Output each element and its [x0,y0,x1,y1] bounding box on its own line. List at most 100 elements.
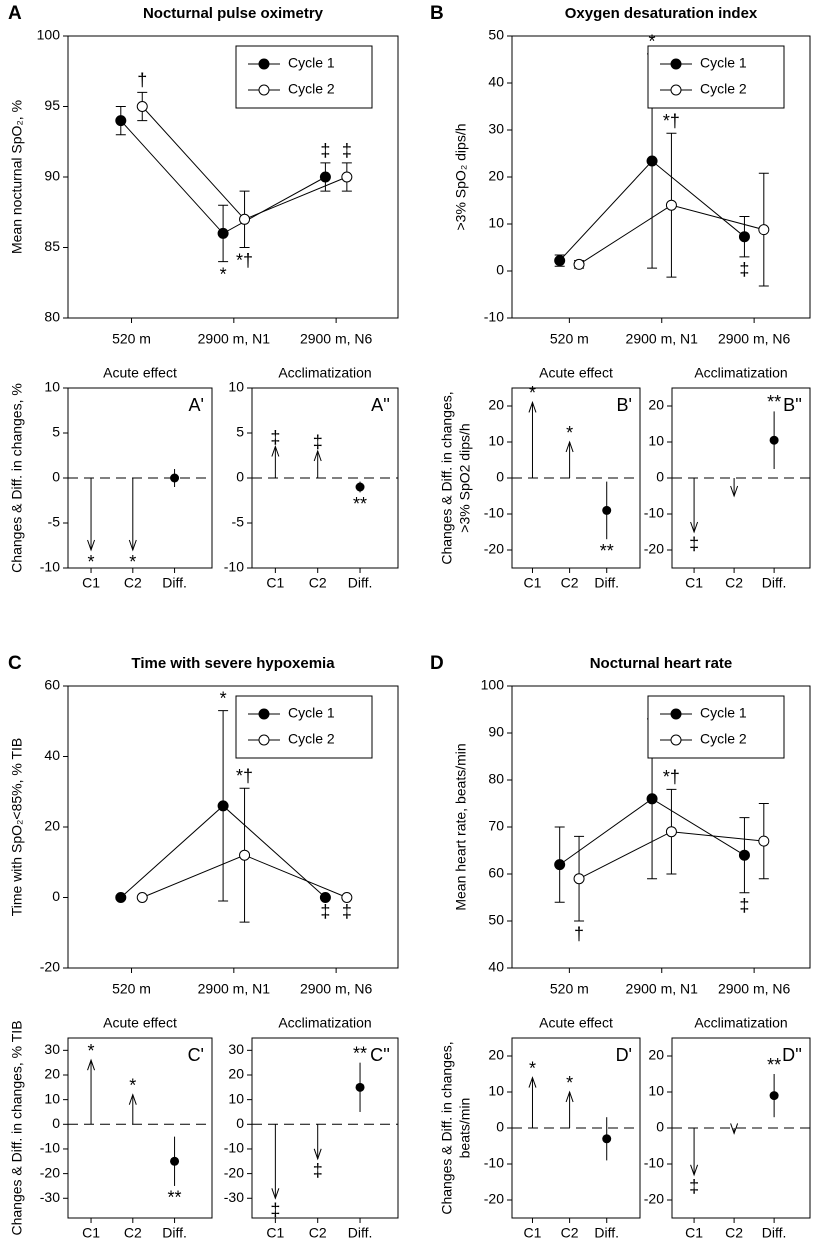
data-point [602,505,612,515]
data-point [115,892,127,903]
panel-title: Acclimatization [694,365,787,381]
x-tick-label: C1 [524,1225,542,1241]
x-tick-label: C1 [524,575,542,591]
point-annotation: † [574,924,584,944]
y-axis-label: Mean heart rate, beats/min [453,743,469,910]
point-annotation: * [566,1073,573,1093]
y-tick-label: 60 [488,865,504,881]
y-tick-label: -10 [484,1155,504,1171]
y-tick-label: 30 [228,1041,244,1057]
chart-title: Nocturnal heart rate [590,655,733,672]
y-tick-label: 10 [648,433,664,449]
y-tick-label: 0 [656,1119,664,1135]
y-tick-label: 0 [496,469,504,485]
data-point [554,859,566,871]
y-axis-label: Mean nocturnal SpO₂, % [9,100,25,254]
data-point [239,213,251,225]
y-tick-label: 0 [496,262,504,278]
y-tick-label: -20 [644,541,664,557]
arrow-head [528,400,537,413]
point-annotation: † [137,70,147,90]
point-annotation: ‡ [320,901,330,921]
y-tick-label: 10 [488,1083,504,1099]
legend-label: Cycle 2 [288,81,335,97]
x-tick-label: C1 [266,575,284,591]
y-tick-label: 20 [648,1047,664,1063]
y-tick-label: 10 [228,379,244,395]
legend-label: Cycle 1 [288,705,335,721]
y-tick-label: 40 [488,959,504,975]
legend-box [647,695,785,759]
x-tick-label: C1 [685,575,703,591]
x-tick-label: Diff. [762,1225,787,1241]
y-tick-label: 50 [488,912,504,928]
panel-title: Acute effect [539,1015,613,1031]
point-annotation: * [220,264,227,284]
x-tick-label: 2900 m, N6 [718,331,791,347]
y-tick-label: 20 [488,168,504,184]
legend-marker [670,708,682,720]
y-tick-label: 20 [44,1066,60,1082]
data-point [758,835,770,847]
panel-title: Acclimatization [694,1015,787,1031]
plot-frame [251,1037,399,1219]
arrow-head [87,1058,96,1071]
x-tick-label: C2 [124,1225,142,1241]
arrow-head [690,521,699,534]
point-annotation: * [649,32,656,52]
legend-marker [670,84,682,96]
y-tick-label: 10 [228,1090,244,1106]
data-point [319,892,331,903]
y-tick-label: -10 [224,1140,244,1156]
y-axis-label: >3% SpO2 dips/h [457,423,473,532]
y-tick-label: -20 [644,1191,664,1207]
data-point [554,255,566,267]
point-annotation: *† [663,111,680,131]
y-tick-label: -20 [224,1164,244,1180]
x-tick-label: C2 [561,1225,579,1241]
x-tick-label: 2900 m, N1 [198,331,271,347]
data-point [769,435,779,445]
y-tick-label: 20 [488,1047,504,1063]
panel-title: Acute effect [539,365,613,381]
x-tick-label: 520 m [112,331,151,347]
y-axis-label: Changes & Diff. in changes, [439,391,455,564]
data-point [170,1156,180,1166]
y-tick-label: -20 [484,541,504,557]
y-tick-label: 0 [52,1115,60,1131]
panel-label: B' [617,395,632,415]
y-tick-label: 70 [488,818,504,834]
legend-label: Cycle 2 [288,731,335,747]
x-tick-label: 520 m [112,981,151,997]
arrow-head [730,1123,739,1135]
arrow-head [87,539,96,552]
y-axis-label: beats/min [457,1098,473,1159]
panel-label: D' [616,1045,632,1065]
point-annotation: ‡ [689,1177,699,1197]
point-annotation: * [220,688,227,708]
y-tick-label: 100 [481,677,505,693]
data-point [115,115,127,127]
point-annotation: ** [353,494,367,514]
y-tick-label: 10 [488,215,504,231]
panel-label: C'' [370,1045,390,1065]
data-point [217,800,229,812]
legend-marker [258,84,270,96]
data-point [355,1082,365,1092]
x-tick-label: C2 [725,575,743,591]
legend-label: Cycle 1 [700,55,747,71]
data-point [769,1091,779,1101]
point-annotation: *† [236,250,253,270]
x-tick-label: Diff. [162,1225,187,1241]
data-point [738,849,750,861]
y-tick-label: 60 [44,677,60,693]
y-tick-label: 95 [44,97,60,113]
data-point [602,1134,612,1144]
point-annotation: * [88,1041,95,1061]
y-tick-label: 100 [37,27,61,43]
x-tick-label: C2 [124,575,142,591]
y-tick-label: 80 [488,771,504,787]
y-tick-label: 90 [44,168,60,184]
point-annotation: ** [767,1055,781,1075]
